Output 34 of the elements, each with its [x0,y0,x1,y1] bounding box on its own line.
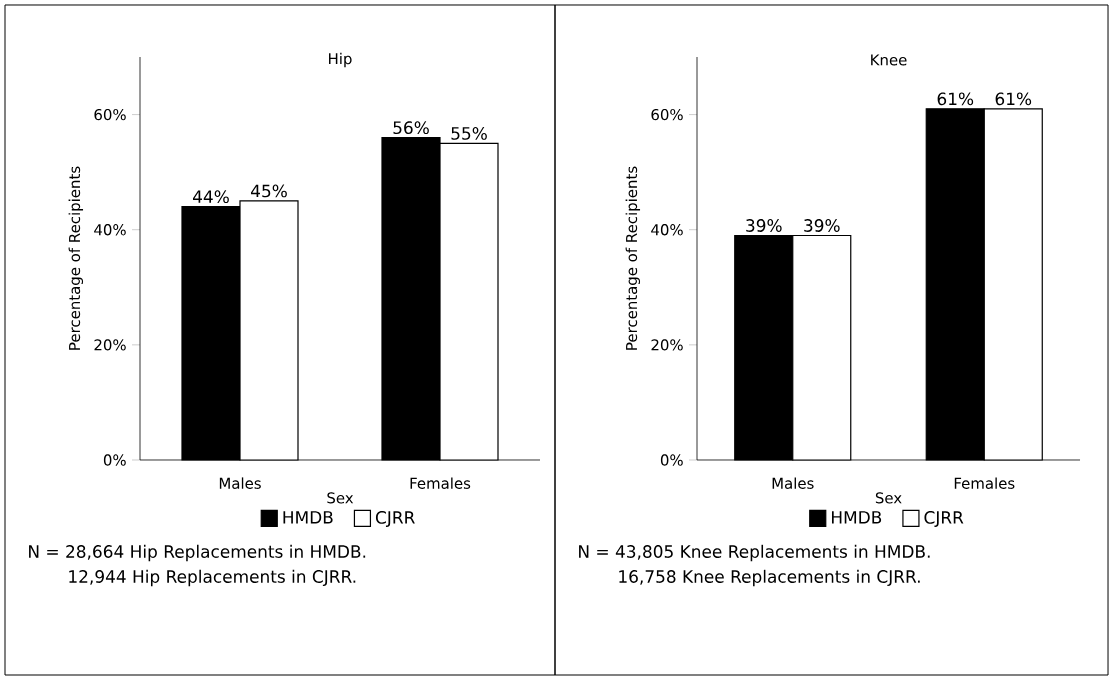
y-tick-label: 0% [103,454,126,466]
y-axis-title: Percentage of Recipients [68,166,84,350]
text: 12,944 Hip Replacements in CJRR. [69,569,356,587]
x-axis-title: Sex [327,492,354,504]
data-label: 39% [804,219,840,232]
x-axis-title: Sex [875,492,902,504]
x-tick-label: Females [954,477,1015,489]
chart-title: Knee [871,54,907,66]
y-tick-label: 20% [651,339,683,351]
text: N = 28,664 Hip Replacements in HMDB. [29,544,366,562]
y-tick-label: 60% [651,108,683,121]
y-tick-label: 60% [94,108,126,121]
text: N = 43,805 Knee Replacements in HMDB. [579,544,930,562]
y-tick-label: 40% [651,224,683,236]
y-axis-title: Percentage of Recipients [625,166,641,350]
data-label: 44% [192,190,229,204]
data-label: 39% [746,219,782,232]
data-label: 61% [937,92,974,106]
x-tick-label: Males [219,477,261,489]
data-label: 61% [995,92,1032,106]
y-tick-label: 20% [94,339,126,351]
text: 16,758 Knee Replacements in CJRR. [619,569,920,587]
legend-label: CJRR [375,511,415,527]
data-label: 56% [393,121,429,135]
y-tick-label: 0% [660,454,683,466]
chart-title: Hip [329,52,352,68]
data-label: 55% [451,126,487,140]
data-label: 45% [250,184,287,198]
legend-label: HMDB [832,511,882,524]
y-tick-label: 40% [94,224,126,236]
legend-label: HMDB [283,511,333,524]
legend-label: CJRR [924,511,964,527]
x-tick-label: Females [410,477,471,489]
x-tick-label: Males [772,477,814,489]
